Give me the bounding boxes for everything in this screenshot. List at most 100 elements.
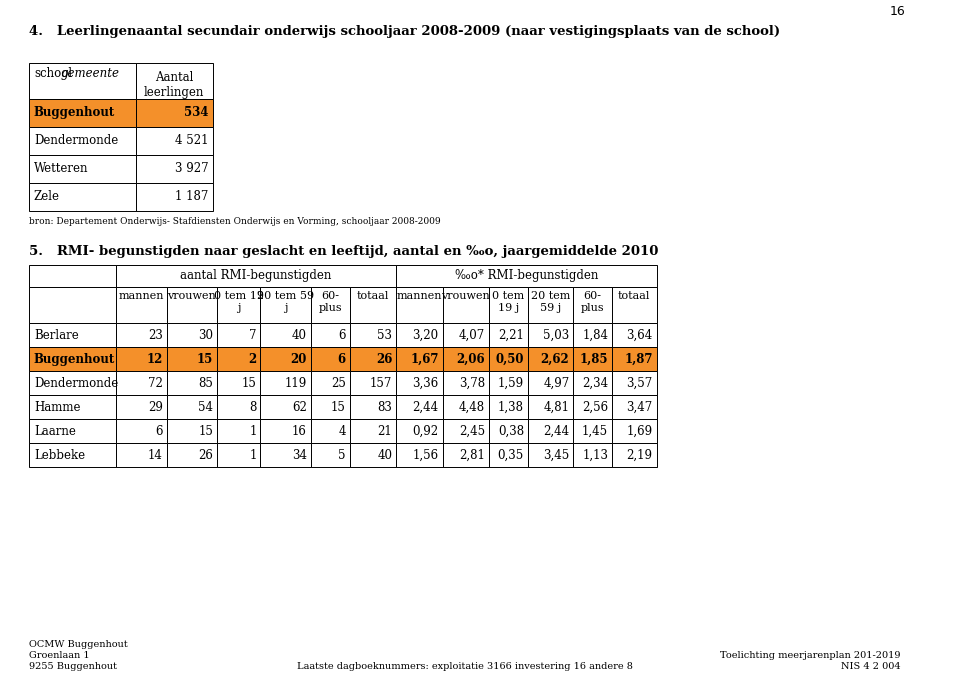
Bar	[573, 323, 612, 347]
Text: 0,38: 0,38	[497, 425, 524, 438]
Text: 2,21: 2,21	[498, 329, 524, 342]
Bar	[166, 347, 217, 371]
Bar	[311, 287, 349, 323]
Text: totaal: totaal	[356, 291, 389, 301]
Bar	[116, 371, 166, 395]
Text: 40: 40	[292, 329, 307, 342]
Text: 1,38: 1,38	[498, 401, 524, 414]
Text: 4,97: 4,97	[543, 377, 569, 390]
Text: 2,81: 2,81	[459, 449, 485, 462]
Text: 2,56: 2,56	[582, 401, 608, 414]
Bar	[573, 395, 612, 419]
Text: 60-
plus: 60- plus	[319, 291, 342, 313]
Text: Laatste dagboeknummers: exploitatie 3166 investering 16 andere 8: Laatste dagboeknummers: exploitatie 3166…	[297, 662, 633, 671]
Bar	[260, 443, 311, 467]
Bar	[311, 371, 349, 395]
Bar	[166, 443, 217, 467]
Text: 2: 2	[249, 353, 256, 366]
Bar	[612, 347, 657, 371]
Text: 0 tem 19
j: 0 tem 19 j	[214, 291, 264, 313]
Text: mannen: mannen	[396, 291, 442, 301]
Bar	[29, 99, 135, 127]
Text: vrouwen: vrouwen	[442, 291, 491, 301]
Text: Hamme: Hamme	[34, 401, 81, 414]
Bar	[311, 443, 349, 467]
Bar	[612, 323, 657, 347]
Bar	[396, 265, 657, 287]
Bar	[217, 443, 260, 467]
Text: 4,07: 4,07	[459, 329, 485, 342]
Text: 0 tem
19 j: 0 tem 19 j	[492, 291, 524, 313]
Bar	[135, 155, 213, 183]
Text: 3,64: 3,64	[627, 329, 653, 342]
Bar	[29, 155, 135, 183]
Text: gemeente: gemeente	[61, 67, 120, 80]
Text: 534: 534	[183, 106, 208, 119]
Text: 119: 119	[285, 377, 307, 390]
Bar	[489, 347, 528, 371]
Text: NIS 4 2 004: NIS 4 2 004	[841, 662, 900, 671]
Text: 4: 4	[338, 425, 346, 438]
Bar	[443, 323, 489, 347]
Bar	[396, 395, 443, 419]
Text: 23: 23	[148, 329, 162, 342]
Bar	[166, 287, 217, 323]
Bar	[135, 99, 213, 127]
Bar	[260, 371, 311, 395]
Text: 40: 40	[377, 449, 393, 462]
Text: 53: 53	[377, 329, 393, 342]
Text: 1,84: 1,84	[582, 329, 608, 342]
Text: 1,87: 1,87	[624, 353, 653, 366]
Text: mannen: mannen	[119, 291, 164, 301]
Text: 0,50: 0,50	[495, 353, 524, 366]
Bar	[311, 395, 349, 419]
Text: 7: 7	[249, 329, 256, 342]
Text: 62: 62	[292, 401, 307, 414]
Text: Buggenhout: Buggenhout	[34, 353, 115, 366]
Bar	[349, 287, 396, 323]
Bar	[260, 347, 311, 371]
Bar	[311, 323, 349, 347]
Bar	[489, 371, 528, 395]
Bar	[29, 265, 116, 287]
Bar	[29, 63, 135, 99]
Text: 4 521: 4 521	[175, 134, 208, 147]
Bar	[116, 265, 396, 287]
Text: Dendermonde: Dendermonde	[34, 134, 118, 147]
Text: 1 187: 1 187	[175, 190, 208, 203]
Text: 29: 29	[148, 401, 162, 414]
Text: 1,59: 1,59	[497, 377, 524, 390]
Bar	[135, 183, 213, 211]
Text: 157: 157	[370, 377, 393, 390]
Bar	[349, 347, 396, 371]
Text: 5,03: 5,03	[543, 329, 569, 342]
Text: Berlare: Berlare	[34, 329, 79, 342]
Bar	[612, 287, 657, 323]
Text: 0,35: 0,35	[497, 449, 524, 462]
Text: 1,69: 1,69	[627, 425, 653, 438]
Bar	[612, 371, 657, 395]
Bar	[573, 347, 612, 371]
Text: 5: 5	[338, 449, 346, 462]
Bar	[217, 395, 260, 419]
Text: Lebbeke: Lebbeke	[34, 449, 85, 462]
Text: 3,45: 3,45	[543, 449, 569, 462]
Text: 3,78: 3,78	[459, 377, 485, 390]
Text: 4,81: 4,81	[543, 401, 569, 414]
Text: 21: 21	[377, 425, 393, 438]
Text: 1,67: 1,67	[410, 353, 439, 366]
Bar	[612, 419, 657, 443]
Bar	[528, 395, 573, 419]
Text: 85: 85	[198, 377, 213, 390]
Text: 1,85: 1,85	[580, 353, 608, 366]
Bar	[29, 347, 116, 371]
Bar	[443, 347, 489, 371]
Bar	[166, 419, 217, 443]
Bar	[311, 419, 349, 443]
Bar	[489, 419, 528, 443]
Bar	[116, 395, 166, 419]
Bar	[573, 371, 612, 395]
Text: 72: 72	[148, 377, 162, 390]
Bar	[528, 371, 573, 395]
Text: totaal: totaal	[618, 291, 651, 301]
